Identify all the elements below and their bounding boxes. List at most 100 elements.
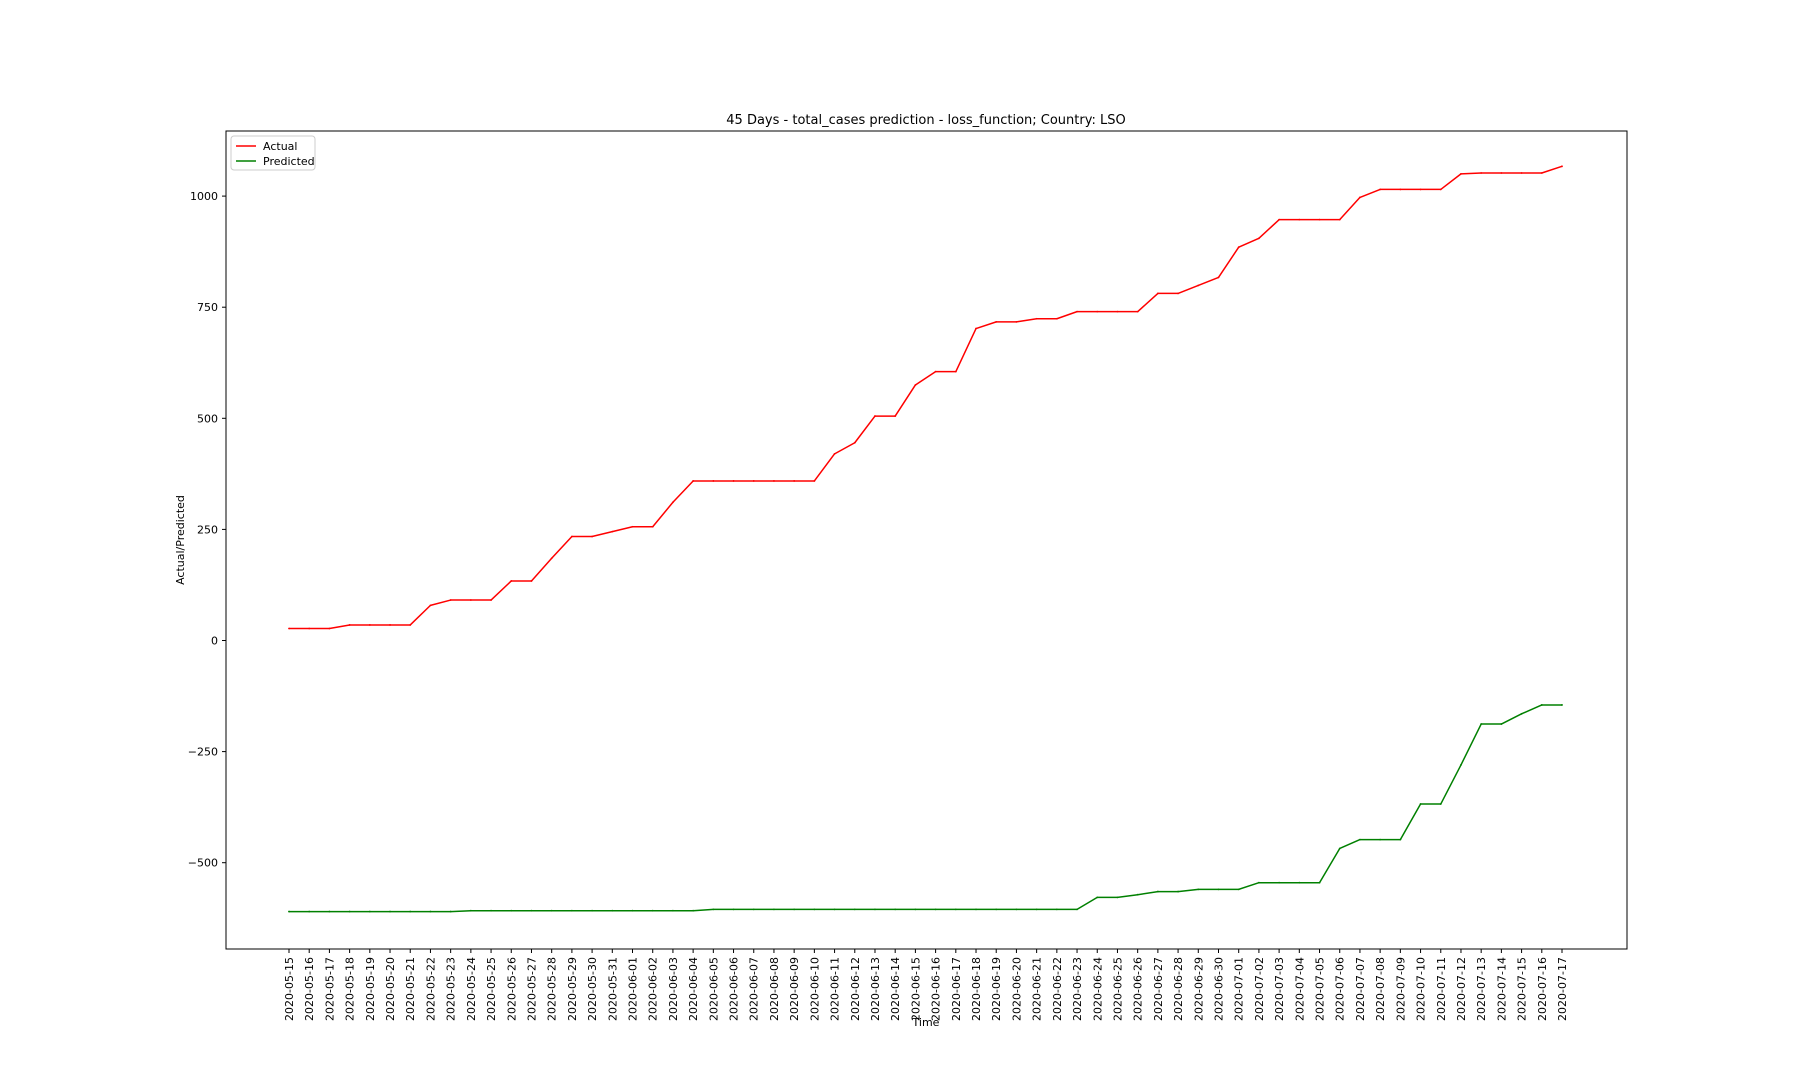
- y-tick-label: 250: [197, 523, 218, 536]
- data-point-actual: [1439, 188, 1442, 191]
- data-point-actual: [570, 535, 573, 538]
- data-point-predicted: [914, 908, 917, 911]
- data-point-predicted: [1116, 896, 1119, 899]
- x-tick-label: 2020-06-15: [909, 957, 922, 1021]
- legend: Actual Predicted: [230, 135, 316, 171]
- x-tick-label: 2020-07-06: [1334, 957, 1347, 1021]
- x-tick-label: 2020-05-21: [404, 957, 417, 1021]
- x-tick-label: 2020-06-11: [829, 957, 842, 1021]
- x-tick-label: 2020-06-23: [1071, 957, 1084, 1021]
- y-tick-label: 1000: [190, 190, 218, 203]
- data-point-actual: [853, 441, 856, 444]
- x-tick-label: 2020-07-03: [1273, 957, 1286, 1021]
- x-tick-label: 2020-06-26: [1132, 957, 1145, 1021]
- data-point-actual: [954, 370, 957, 373]
- data-point-predicted: [1136, 893, 1139, 896]
- data-point-predicted: [328, 910, 331, 913]
- data-point-actual: [914, 384, 917, 386]
- data-point-predicted: [1217, 888, 1220, 891]
- data-point-predicted: [1500, 723, 1503, 725]
- data-point-actual: [328, 627, 331, 630]
- x-tick-label: 2020-05-18: [344, 957, 357, 1021]
- data-point-actual: [1156, 292, 1159, 295]
- data-point-predicted: [409, 910, 412, 913]
- data-point-actual: [1318, 218, 1321, 221]
- x-tick-label: 2020-07-10: [1415, 957, 1428, 1021]
- data-point-predicted: [550, 909, 553, 912]
- data-point-predicted: [1338, 847, 1341, 850]
- data-point-predicted: [1399, 838, 1402, 841]
- data-point-actual: [1480, 172, 1483, 174]
- x-tick-label: 2020-06-01: [627, 957, 640, 1021]
- y-tick-label: 750: [197, 301, 218, 314]
- data-point-actual: [874, 415, 876, 417]
- data-point-predicted: [1197, 888, 1200, 891]
- x-tick-label: 2020-06-08: [768, 957, 781, 1021]
- data-point-actual: [692, 480, 695, 482]
- data-point-predicted: [1096, 896, 1099, 899]
- x-tick-label: 2020-07-17: [1556, 957, 1569, 1021]
- series-line-actual: [289, 165, 1563, 630]
- x-tick-label: 2020-06-06: [728, 957, 741, 1021]
- data-point-actual: [368, 624, 371, 626]
- x-tick-label: 2020-06-16: [930, 957, 943, 1021]
- data-point-predicted: [712, 908, 715, 911]
- data-point-predicted: [732, 908, 735, 911]
- data-point-actual: [793, 480, 796, 482]
- data-point-actual: [490, 599, 492, 601]
- data-point-predicted: [1015, 908, 1018, 911]
- data-point-actual: [1338, 218, 1341, 221]
- x-tick-label: 2020-07-02: [1253, 957, 1266, 1021]
- x-tick-label: 2020-06-30: [1212, 957, 1225, 1021]
- x-tick-label: 2020-05-16: [303, 957, 316, 1021]
- data-point-actual: [611, 530, 614, 533]
- x-tick-label: 2020-06-18: [970, 957, 983, 1021]
- data-point-predicted: [1055, 908, 1058, 911]
- y-tick-label: −250: [188, 746, 218, 759]
- x-tick-label: 2020-05-31: [606, 957, 619, 1021]
- data-point-predicted: [1439, 803, 1442, 805]
- data-point-actual: [1540, 172, 1543, 174]
- x-tick-label: 2020-06-10: [808, 957, 821, 1021]
- data-point-actual: [813, 480, 816, 482]
- data-point-predicted: [1359, 838, 1361, 841]
- data-point-predicted: [853, 908, 856, 911]
- x-tick-label: 2020-06-25: [1111, 957, 1124, 1021]
- x-tick-label: 2020-05-17: [323, 957, 336, 1021]
- data-point-actual: [1096, 310, 1099, 313]
- x-tick-label: 2020-06-12: [849, 957, 862, 1021]
- data-point-predicted: [469, 909, 472, 912]
- x-tick-label: 2020-05-27: [525, 957, 538, 1021]
- data-point-actual: [1136, 310, 1139, 313]
- data-point-predicted: [1520, 712, 1523, 715]
- data-point-predicted: [651, 909, 654, 912]
- data-point-actual: [449, 599, 452, 601]
- data-point-actual: [995, 320, 998, 323]
- data-point-actual: [1237, 246, 1240, 249]
- data-point-predicted: [975, 908, 977, 911]
- data-point-predicted: [1278, 881, 1281, 884]
- data-point-predicted: [1237, 888, 1240, 891]
- data-point-actual: [1419, 188, 1422, 191]
- x-tick-label: 2020-06-07: [748, 957, 761, 1021]
- data-point-predicted: [389, 910, 391, 913]
- data-point-actual: [1055, 317, 1058, 320]
- data-point-predicted: [1258, 881, 1260, 884]
- data-point-actual: [1076, 310, 1078, 313]
- data-point-actual: [1298, 218, 1301, 221]
- data-point-actual: [591, 535, 593, 538]
- data-point-predicted: [894, 908, 897, 911]
- y-tick-label: 500: [197, 412, 218, 425]
- data-point-predicted: [490, 909, 492, 912]
- data-point-predicted: [833, 908, 836, 911]
- data-point-actual: [1500, 172, 1503, 174]
- data-point-predicted: [449, 910, 452, 913]
- x-tick-label: 2020-07-07: [1354, 957, 1367, 1021]
- data-point-actual: [1460, 172, 1462, 175]
- x-tick-label: 2020-05-24: [465, 957, 478, 1021]
- data-point-predicted: [591, 909, 593, 912]
- x-tick-label: 2020-06-13: [869, 957, 882, 1021]
- x-tick-label: 2020-07-09: [1394, 957, 1407, 1021]
- data-point-actual: [1217, 276, 1220, 279]
